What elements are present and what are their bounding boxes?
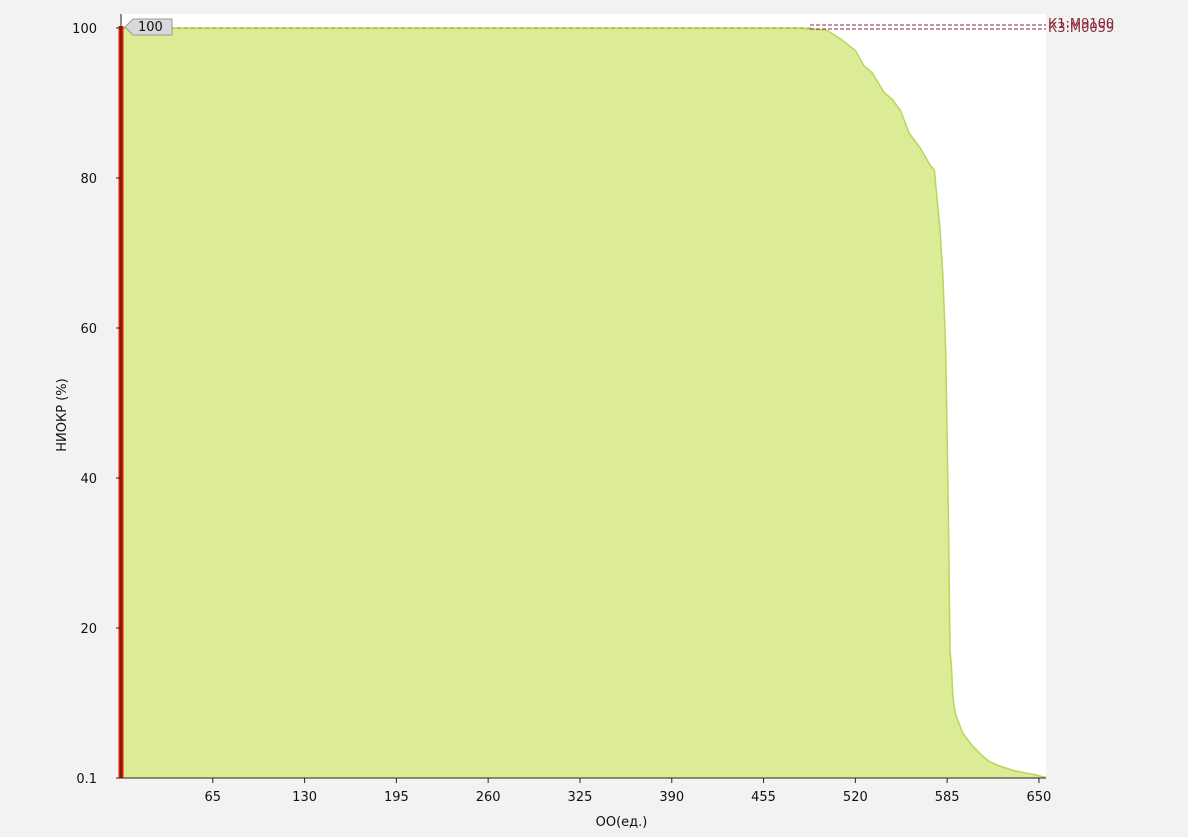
y-tick-label: 0.1 [76,772,97,787]
x-tick-label: 130 [292,790,317,805]
x-tick-label: 650 [1027,790,1052,805]
x-tick-label: 260 [476,790,501,805]
x-axis-title: ОО(ед.) [596,815,648,830]
y-tick-label: 100 [72,22,97,37]
x-tick-label: 325 [568,790,593,805]
y-axis-ticks: 0.1 20 40 60 80 100 [72,22,121,787]
y-axis-title: НИОКР (%) [55,378,70,451]
x-tick-label: 520 [843,790,868,805]
x-axis-ticks: 65 130 195 260 325 390 455 520 585 650 [205,778,1052,805]
marker-flag[interactable] [124,18,173,36]
reference-label-1: К1:М9100 [1048,17,1114,32]
y-tick-label: 80 [80,172,97,187]
y-tick-label: 40 [80,472,97,487]
x-tick-label: 390 [659,790,684,805]
y-tick-label: 60 [80,322,97,337]
series-outline [121,27,1047,779]
x-tick-label: 455 [751,790,776,805]
x-tick-label: 65 [205,790,222,805]
x-tick-label: 585 [935,790,960,805]
x-tick-label: 195 [384,790,409,805]
series-area [121,28,1046,778]
reference-label-2: К3:М0059 [1048,21,1114,36]
marker-label: 100 [138,20,163,35]
y-tick-label: 20 [80,622,97,637]
